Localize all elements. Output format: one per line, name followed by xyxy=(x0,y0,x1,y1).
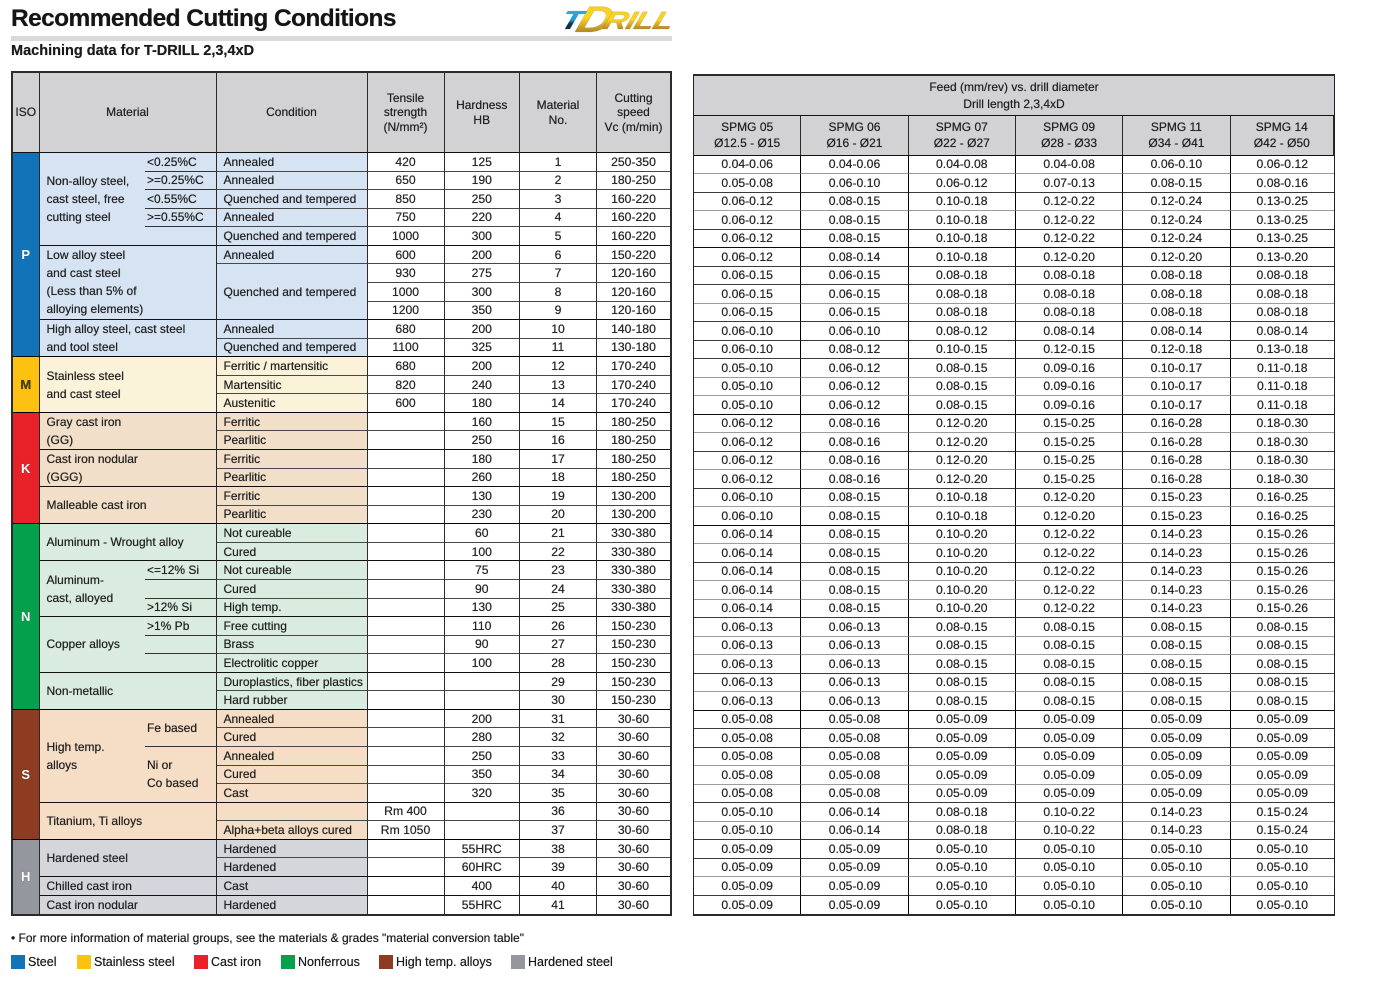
svg-text:RILL: RILL xyxy=(600,7,677,35)
